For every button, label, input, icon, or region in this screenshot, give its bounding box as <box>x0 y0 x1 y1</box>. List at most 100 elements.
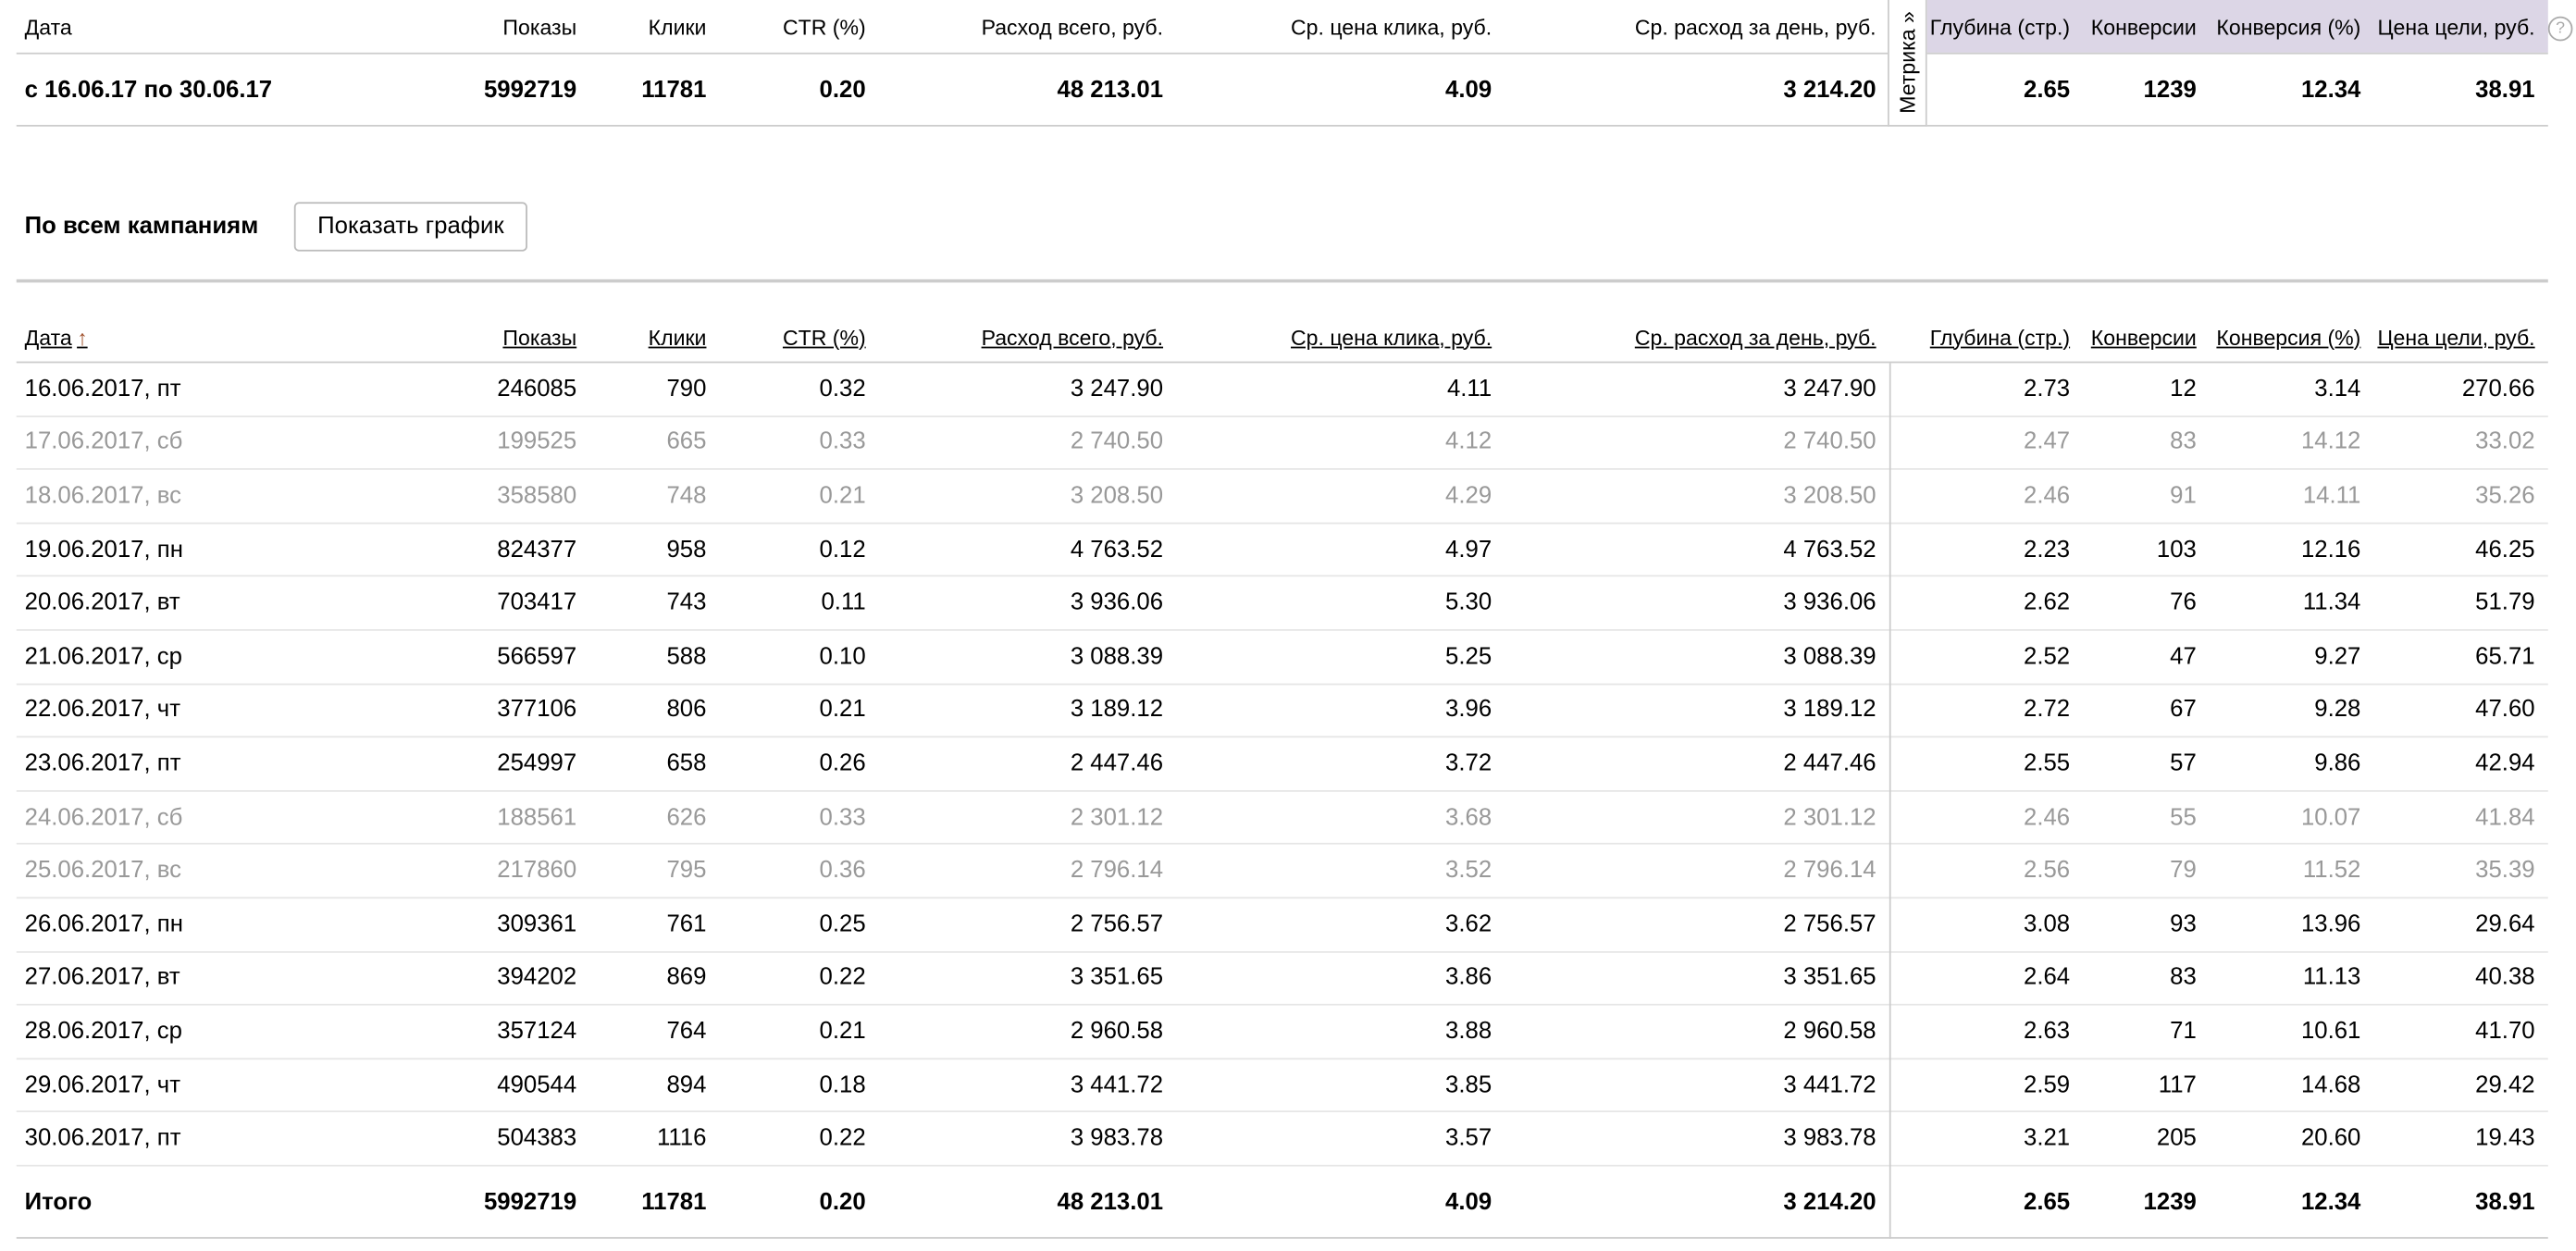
cell-ctr: 0.25 <box>723 898 866 950</box>
cell-avg-cpc-text: 4.12 <box>1445 429 1492 456</box>
total-depth-text: 2.65 <box>2024 1188 2071 1215</box>
table-row: 21.06.2017, ср 566597 588 0.10 3 088.39 5.25 3… <box>16 631 2548 685</box>
header-avg-cpc-text[interactable]: Ср. цена клика, руб. <box>1291 324 1492 350</box>
header-depth[interactable]: Глубина (стр.) <box>1922 311 2070 364</box>
header-avg-cpc[interactable]: Ср. цена клика, руб. <box>1183 311 1492 364</box>
cell-avg-daily-spend: 2 447.46 <box>1495 738 1876 790</box>
cell-impressions-text: 703417 <box>497 589 577 617</box>
cell-avg-cpc-text: 4.97 <box>1445 536 1492 564</box>
header-clicks[interactable]: Клики <box>591 311 707 364</box>
header-conversions-text[interactable]: Конверсии <box>2090 324 2197 350</box>
header-impressions-text[interactable]: Показы <box>502 324 577 350</box>
summary-header-avg-daily-spend-text: Ср. расход за день, руб. <box>1634 14 1876 39</box>
cell-ctr: 0.12 <box>723 524 866 576</box>
summary-date: с 16.06.17 по 30.06.17 <box>25 55 436 125</box>
header-ctr[interactable]: CTR (%) <box>723 311 866 364</box>
total-conversion-rate-text: 12.34 <box>2300 1188 2361 1215</box>
cell-avg-daily-spend: 3 208.50 <box>1495 470 1876 522</box>
cell-impressions-text: 309361 <box>497 911 577 938</box>
cell-date: 25.06.2017, вс <box>25 845 436 897</box>
cell-spend-total-text: 3 983.78 <box>1070 1125 1164 1152</box>
summary-row: с 16.06.17 по 30.06.17 5992719 11781 0.20 48… <box>17 55 2548 125</box>
header-date[interactable]: Дата ↑ <box>25 311 436 364</box>
cell-depth: 2.55 <box>1922 738 2070 790</box>
cell-conversion-rate-text: 9.27 <box>2314 643 2361 671</box>
header-depth-text[interactable]: Глубина (стр.) <box>1929 324 2071 350</box>
table-row: 29.06.2017, чт 490544 894 0.18 3 441.72 3.85 3… <box>16 1059 2548 1113</box>
header-spend-total[interactable]: Расход всего, руб. <box>887 311 1163 364</box>
cell-spend-total: 3 208.50 <box>887 470 1163 522</box>
cell-date: 16.06.2017, пт <box>25 363 436 415</box>
cell-ctr: 0.22 <box>723 1113 866 1165</box>
total-conversions: 1239 <box>2087 1167 2197 1237</box>
table-row: 20.06.2017, вт 703417 743 0.11 3 936.06 5.30 3… <box>16 577 2548 631</box>
cell-avg-daily-spend: 3 189.12 <box>1495 685 1876 737</box>
cell-goal-cost-text: 47.60 <box>2475 697 2535 724</box>
cell-clicks: 1116 <box>591 1113 706 1165</box>
cell-goal-cost-text: 29.42 <box>2475 1071 2535 1099</box>
cell-avg-daily-spend-text: 3 189.12 <box>1783 697 1876 724</box>
cell-goal-cost: 46.25 <box>2366 524 2534 576</box>
cell-ctr: 0.10 <box>723 631 866 683</box>
cell-depth-text: 2.59 <box>2024 1071 2071 1099</box>
cell-clicks: 790 <box>591 363 706 415</box>
cell-goal-cost-text: 35.26 <box>2475 482 2535 510</box>
cell-clicks-text: 658 <box>666 750 707 777</box>
header-goal-cost[interactable]: Цена цели, руб. <box>2366 311 2535 364</box>
header-avg-daily-spend[interactable]: Ср. расход за день, руб. <box>1495 311 1876 364</box>
summary-avg-daily-spend-text: 3 214.20 <box>1783 76 1876 103</box>
cell-spend-total: 2 756.57 <box>887 898 1163 950</box>
cell-impressions-text: 246085 <box>497 376 577 403</box>
help-icon-glyph: ? <box>2556 19 2566 38</box>
cell-goal-cost: 29.42 <box>2366 1059 2535 1111</box>
cell-conversions-text: 117 <box>2158 1071 2197 1099</box>
summary-header-spend-total: Расход всего, руб. <box>887 0 1163 53</box>
cell-conversions: 79 <box>2087 845 2197 897</box>
total-row: Итого 5992719 11781 0.20 48 213.01 4.09 3 214.… <box>16 1167 2548 1239</box>
cell-clicks-text: 806 <box>666 697 707 724</box>
summary-header-goal-cost-text: Цена цели, руб. <box>2377 14 2535 39</box>
cell-clicks: 806 <box>591 685 706 737</box>
header-avg-daily-spend-text[interactable]: Ср. расход за день, руб. <box>1634 324 1876 350</box>
header-conversion-rate[interactable]: Конверсия (%) <box>2201 311 2360 364</box>
cell-depth-text: 2.47 <box>2024 429 2071 456</box>
header-ctr-text[interactable]: CTR (%) <box>782 324 866 350</box>
show-chart-button[interactable]: Показать график <box>293 202 527 252</box>
cell-avg-cpc-text: 3.52 <box>1445 858 1492 885</box>
header-clicks-text[interactable]: Клики <box>648 324 707 350</box>
header-goal-cost-text[interactable]: Цена цели, руб. <box>2377 324 2535 350</box>
cell-date: 23.06.2017, пт <box>25 738 436 790</box>
cell-spend-total: 2 796.14 <box>887 845 1163 897</box>
cell-date-text: 16.06.2017, пт <box>24 376 181 403</box>
cell-impressions-text: 199525 <box>497 429 577 456</box>
cell-depth: 2.56 <box>1922 845 2070 897</box>
cell-avg-daily-spend: 2 301.12 <box>1495 791 1876 843</box>
cell-clicks-text: 764 <box>666 1018 707 1046</box>
header-date-text[interactable]: Дата <box>24 324 72 350</box>
cell-date: 17.06.2017, сб <box>25 416 436 468</box>
header-conversion-rate-text[interactable]: Конверсия (%) <box>2216 324 2361 350</box>
cell-conversions-text: 76 <box>2170 589 2197 617</box>
header-impressions[interactable]: Показы <box>445 311 576 364</box>
cell-goal-cost-text: 33.02 <box>2475 429 2535 456</box>
cell-conversion-rate: 14.12 <box>2201 416 2360 468</box>
cell-impressions-text: 394202 <box>497 964 577 992</box>
header-spend-total-text[interactable]: Расход всего, руб. <box>981 324 1164 350</box>
cell-avg-daily-spend: 3 936.06 <box>1495 577 1876 629</box>
cell-conversions-text: 93 <box>2170 911 2197 938</box>
cell-goal-cost: 41.70 <box>2366 1006 2534 1058</box>
summary-header-conversion-rate-text: Конверсия (%) <box>2216 14 2361 39</box>
cell-depth: 2.23 <box>1922 524 2070 576</box>
cell-avg-cpc: 4.97 <box>1183 524 1492 576</box>
summary-goal-cost-text: 38.91 <box>2475 76 2535 103</box>
metrika-toggle-tab[interactable]: Метрика » <box>1888 0 1927 127</box>
help-icon[interactable]: ? <box>2547 16 2573 42</box>
cell-avg-daily-spend-text: 2 301.12 <box>1783 804 1876 831</box>
table-row: 27.06.2017, вт 394202 869 0.22 3 351.65 3.86 3… <box>16 952 2548 1006</box>
header-conversions[interactable]: Конверсии <box>2087 311 2197 364</box>
cell-depth-text: 3.08 <box>2024 911 2071 938</box>
cell-spend-total: 3 189.12 <box>887 685 1163 737</box>
cell-avg-cpc-text: 4.11 <box>1446 376 1492 403</box>
cell-ctr-text: 0.36 <box>819 858 866 885</box>
cell-conversion-rate: 9.27 <box>2201 631 2360 683</box>
